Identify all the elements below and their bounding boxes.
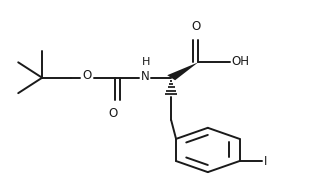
Polygon shape: [167, 62, 198, 80]
Text: OH: OH: [232, 55, 250, 68]
Text: O: O: [191, 20, 200, 33]
Text: I: I: [263, 155, 267, 168]
Text: O: O: [82, 69, 91, 82]
Text: O: O: [108, 107, 117, 120]
Text: H: H: [141, 57, 150, 67]
Text: N: N: [141, 70, 150, 83]
